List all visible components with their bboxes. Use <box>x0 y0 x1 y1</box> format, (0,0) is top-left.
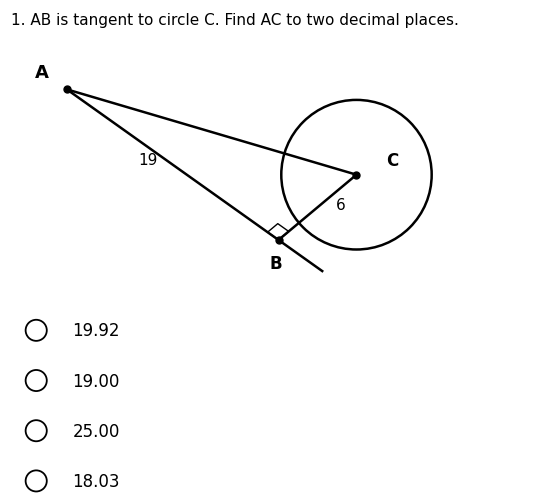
Text: 19: 19 <box>138 153 157 168</box>
Text: 18.03: 18.03 <box>72 472 120 490</box>
Text: 19.92: 19.92 <box>72 322 120 340</box>
Text: C: C <box>387 151 399 169</box>
Text: A: A <box>35 64 48 82</box>
Text: 19.00: 19.00 <box>72 372 120 390</box>
Text: B: B <box>270 254 282 272</box>
Text: 1. AB is tangent to circle C. Find AC to two decimal places.: 1. AB is tangent to circle C. Find AC to… <box>11 13 459 28</box>
Text: 6: 6 <box>336 198 346 213</box>
Text: 25.00: 25.00 <box>72 422 120 440</box>
